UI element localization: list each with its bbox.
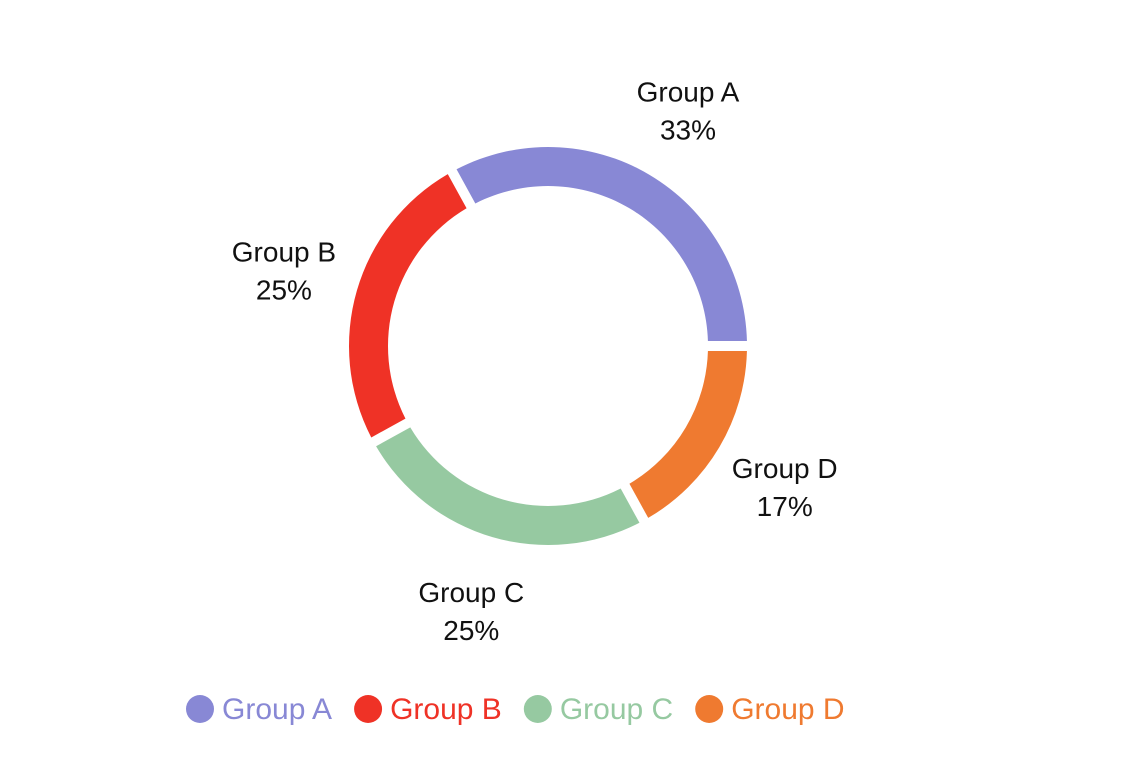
slice-label-value: 25% — [256, 274, 312, 305]
slice-labels: Group A 33% Group D 17% Group C 25% Group B 25% — [232, 76, 838, 646]
legend-item-group-c: Group C — [523, 693, 673, 726]
legend-item-group-a: Group A — [186, 693, 332, 726]
slice-label-value: 25% — [443, 615, 499, 646]
slice-group-d — [629, 350, 747, 518]
slice-label-value: 33% — [660, 114, 716, 145]
slice-label-value: 17% — [757, 491, 813, 522]
legend-label: Group A — [222, 693, 332, 726]
slice-label-name: Group A — [637, 76, 740, 107]
legend-label: Group D — [731, 693, 844, 726]
legend-swatch — [186, 695, 214, 723]
legend-label: Group C — [560, 693, 673, 726]
legend-label: Group B — [390, 693, 502, 726]
slice-label-group-b: Group B 25% — [232, 236, 336, 305]
slice-group-a — [456, 147, 747, 342]
legend: Group A Group B Group C Group D — [186, 693, 845, 726]
donut-slices — [349, 147, 747, 545]
slice-label-name: Group B — [232, 236, 336, 267]
slice-label-group-a: Group A 33% — [637, 76, 740, 145]
legend-swatch — [523, 695, 552, 723]
legend-swatch — [695, 695, 724, 723]
slice-label-name: Group D — [732, 453, 838, 484]
legend-item-group-d: Group D — [695, 693, 845, 726]
legend-item-group-b: Group B — [354, 693, 502, 726]
slice-group-b — [349, 174, 467, 438]
legend-swatch — [354, 695, 383, 723]
slice-group-c — [376, 427, 640, 545]
slice-label-group-c: Group C 25% — [418, 577, 524, 646]
slice-label-group-d: Group D 17% — [732, 453, 838, 522]
slice-label-name: Group C — [418, 577, 524, 608]
